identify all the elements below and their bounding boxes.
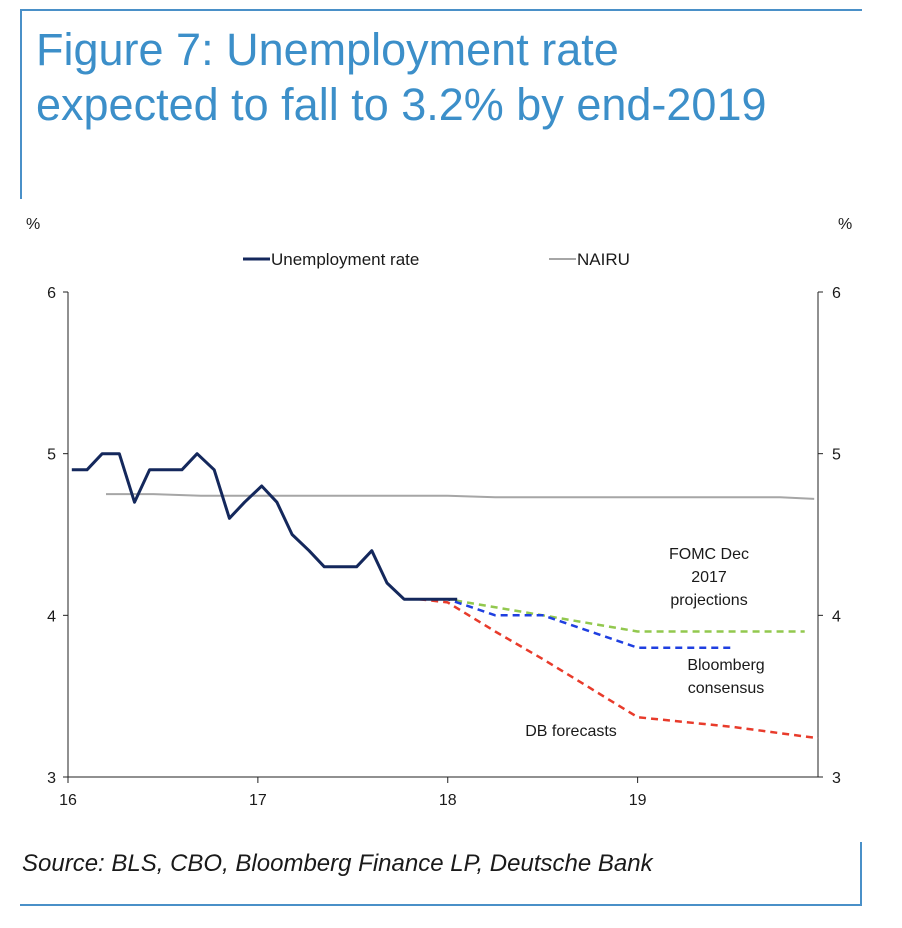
line-chart: % % Unemployment rate NAIRU 3 3 4 4 5 5 6 6 16 17… — [26, 216, 852, 809]
annotation-bloomberg-line-2: consensus — [688, 680, 765, 697]
series-unemployment-line — [71, 452, 458, 601]
annotation-db: DB forecasts — [525, 723, 617, 740]
right-y-tick-label: 5 — [832, 447, 841, 464]
annotation-fomc-line-2: 2017 — [691, 569, 727, 586]
annotation-fomc: FOMC Dec 2017 projections — [669, 546, 749, 609]
right-axis-unit: % — [838, 216, 852, 233]
legend: Unemployment rate NAIRU — [243, 250, 630, 269]
axes: 3 3 4 4 5 5 6 6 16 17 18 19 — [47, 285, 841, 809]
left-y-tick-label: 5 — [47, 447, 56, 464]
x-tick-label: 17 — [249, 792, 267, 809]
series-bloomberg-line — [419, 597, 733, 649]
annotation-bloomberg-line-1: Bloomberg — [687, 657, 764, 674]
right-y-tick-label: 6 — [832, 285, 841, 302]
left-y-tick-label: 3 — [47, 770, 56, 787]
annotation-fomc-line-3: projections — [670, 592, 747, 609]
frame-top-rule — [20, 9, 862, 11]
left-y-tick-label: 6 — [47, 285, 56, 302]
frame-bottom-rule — [20, 904, 862, 906]
series-fomc-line — [419, 597, 805, 633]
annotation-db-line-1: DB forecasts — [525, 723, 617, 740]
x-tick-label: 19 — [629, 792, 647, 809]
right-y-tick-label: 3 — [832, 770, 841, 787]
left-axis-unit: % — [26, 216, 40, 233]
frame-right-rule — [860, 842, 862, 906]
x-tick-label: 18 — [439, 792, 457, 809]
source-note: Source: BLS, CBO, Bloomberg Finance LP, … — [22, 850, 653, 877]
annotation-fomc-line-1: FOMC Dec — [669, 546, 749, 563]
left-y-tick-label: 4 — [47, 608, 56, 625]
figure-title: Figure 7: Unemployment rate expected to … — [36, 24, 767, 130]
series-nairu-line — [106, 493, 815, 500]
right-y-tick-label: 4 — [832, 608, 841, 625]
legend-label-unemployment: Unemployment rate — [271, 250, 419, 269]
annotation-bloomberg: Bloomberg consensus — [687, 657, 764, 697]
series-db-line — [419, 597, 819, 740]
x-tick-label: 16 — [59, 792, 77, 809]
frame-left-rule — [20, 9, 22, 199]
series-layer — [71, 452, 819, 740]
legend-label-nairu: NAIRU — [577, 250, 630, 269]
